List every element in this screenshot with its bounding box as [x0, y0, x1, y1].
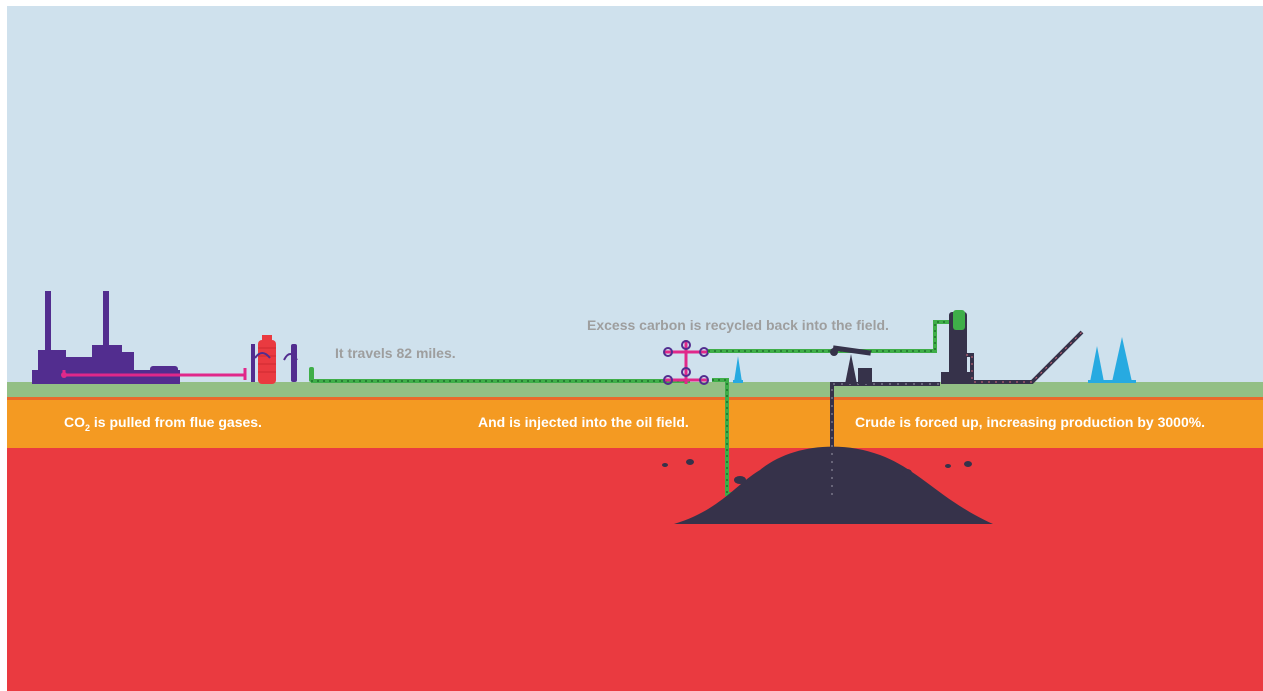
capture-label: CO2 is pulled from flue gases. [64, 414, 262, 433]
sky [7, 6, 1263, 382]
ground-surface [7, 382, 1263, 397]
production-label: Crude is forced up, increasing productio… [855, 414, 1206, 430]
injection-label: And is injected into the oil field. [478, 414, 689, 430]
oil-derrick-icon [1088, 337, 1136, 383]
capture-unit-icon [251, 335, 314, 384]
co2-text: CO [64, 414, 85, 430]
recycle-label: Excess carbon is recycled back into the … [587, 317, 889, 333]
pumpjack-icon [830, 345, 872, 384]
sand-layer [7, 400, 1263, 448]
recycle-pipe [708, 320, 955, 353]
ground-edge [7, 397, 1263, 400]
co2-subscript: 2 [85, 422, 91, 433]
separator-tower-icon [941, 310, 1084, 384]
production-pipe [830, 382, 940, 495]
oil-derrick-icon [733, 356, 743, 383]
travel-distance-label: It travels 82 miles. [335, 345, 456, 361]
wellhead-icon [663, 340, 709, 385]
rock-layer [7, 448, 1263, 691]
capture-text: is pulled from flue gases. [90, 414, 262, 430]
